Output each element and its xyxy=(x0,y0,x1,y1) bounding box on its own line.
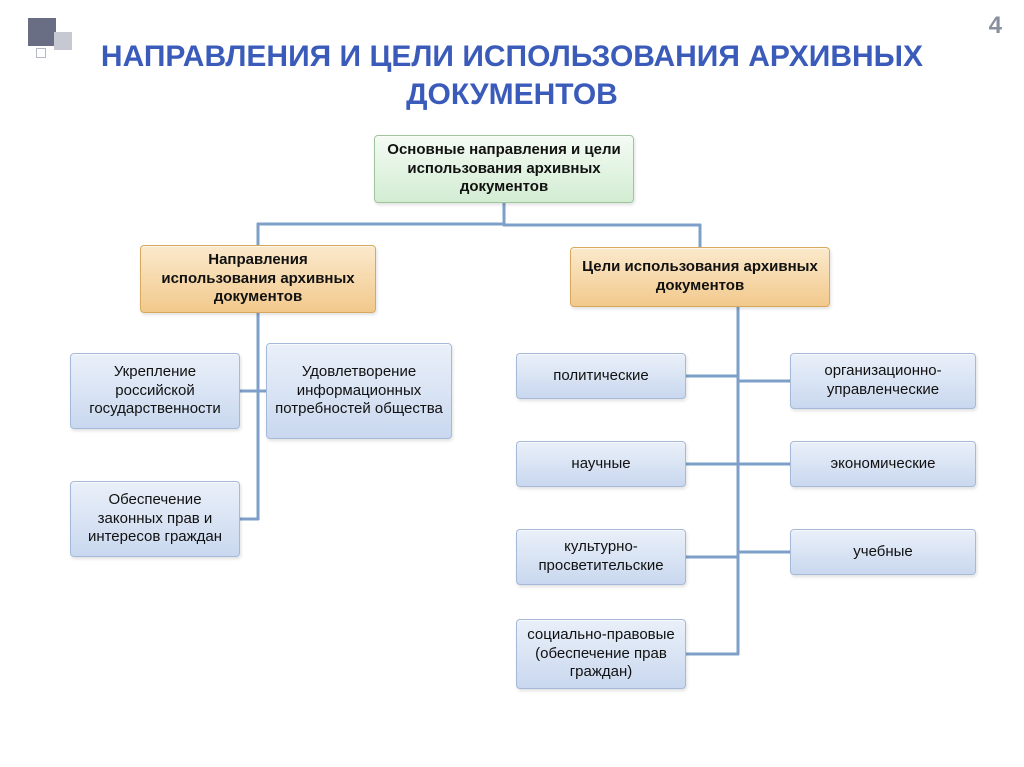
directions-leaf-2: Обеспечение законных прав и интересов гр… xyxy=(70,481,240,557)
directions-leaf-0: Укрепление российской государственности xyxy=(70,353,240,429)
root-node: Основные направления и цели использовани… xyxy=(374,135,634,203)
goals-leaf-0: политические xyxy=(516,353,686,399)
page-number: 4 xyxy=(989,12,1002,40)
chart-connectors xyxy=(0,135,1024,735)
directions-leaf-1: Удовлетворение информационных потребност… xyxy=(266,343,452,439)
goals-leaf-3: социально-правовые (обеспечение прав гра… xyxy=(516,619,686,689)
goals-leaf-1: научные xyxy=(516,441,686,487)
branch-node-goals: Цели использования архивных документов xyxy=(570,247,830,307)
goals-leaf-2: культурно-просветительские xyxy=(516,529,686,585)
goals-leaf-4: организационно-управленческие xyxy=(790,353,976,409)
org-chart: Основные направления и цели использовани… xyxy=(0,135,1024,735)
goals-leaf-5: экономические xyxy=(790,441,976,487)
goals-leaf-6: учебные xyxy=(790,529,976,575)
branch-node-directions: Направления использования архивных докум… xyxy=(140,245,376,313)
slide-title: НАПРАВЛЕНИЯ И ЦЕЛИ ИСПОЛЬЗОВАНИЯ АРХИВНЫ… xyxy=(0,38,1024,113)
